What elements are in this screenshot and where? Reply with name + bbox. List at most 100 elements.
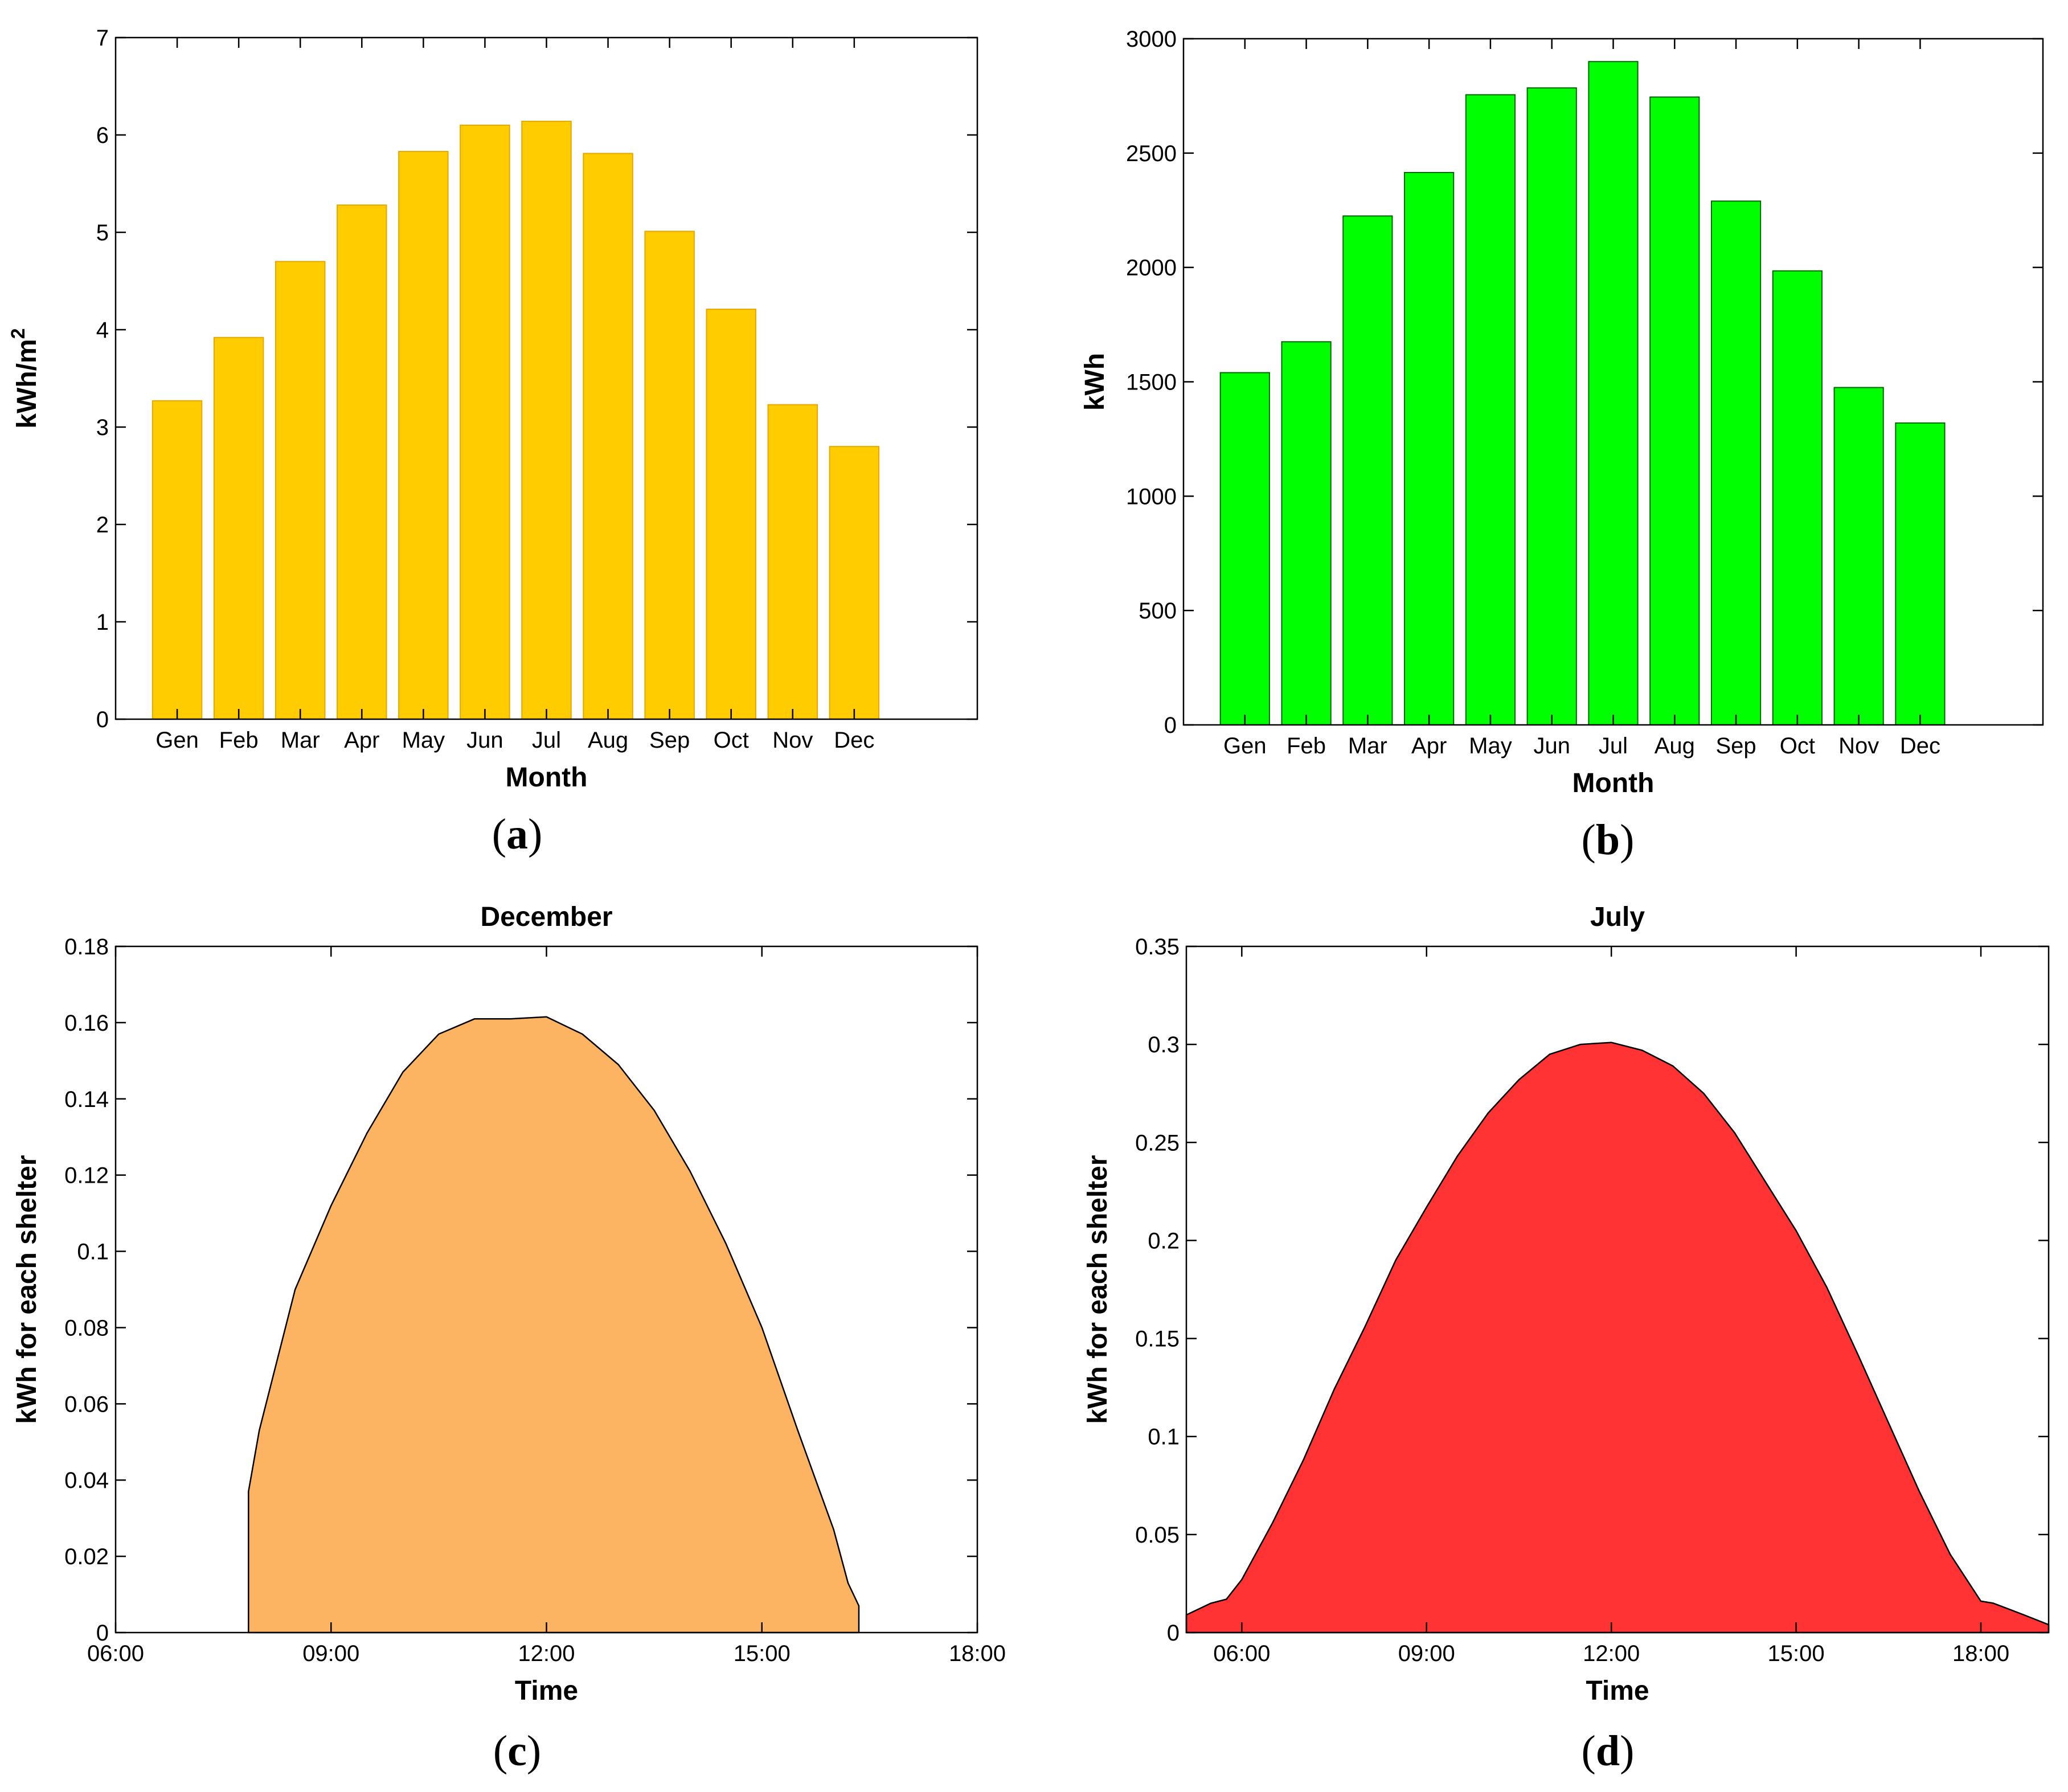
y-tick-label: 0 (1167, 1621, 1180, 1646)
y-tick-label: 0 (96, 1621, 109, 1646)
y-axis-title: kWh (1080, 353, 1110, 411)
x-tick-label: 06:00 (1213, 1641, 1270, 1666)
y-axis-title-superscript: 2 (7, 328, 29, 339)
y-tick-label: 6 (96, 123, 109, 148)
y-tick-label: 0.02 (64, 1544, 109, 1569)
bar-apr (1404, 171, 1455, 726)
x-tick-label: 09:00 (302, 1641, 359, 1666)
bar-feb (213, 337, 264, 720)
y-tick-label: 0.25 (1135, 1130, 1180, 1155)
x-axis-title: Time (515, 1676, 578, 1706)
panel-label: (b) (1582, 816, 1635, 864)
y-tick-label: 0 (96, 707, 109, 732)
panel-label-open-paren: ( (492, 810, 506, 858)
y-tick-label: 0.04 (64, 1468, 109, 1493)
panel-label-letter: d (1596, 1727, 1620, 1775)
x-tick-label: 15:00 (1768, 1641, 1825, 1666)
bar-sep (644, 231, 695, 720)
y-tick-label: 0.06 (64, 1392, 109, 1417)
x-tick-label: Oct (714, 728, 749, 753)
x-tick-label: Gen (1223, 733, 1267, 758)
panel-label-open-paren: ( (493, 1727, 507, 1775)
area-series (248, 1016, 860, 1634)
bar-sep (1710, 200, 1762, 725)
bar-may (398, 151, 449, 720)
y-axis-title-text: kWh for each shelter (12, 1155, 42, 1424)
panel-label-close-paren: ) (528, 810, 542, 858)
x-tick-label: May (1469, 733, 1512, 758)
y-tick-label: 7 (96, 26, 109, 51)
x-tick-label: 06:00 (87, 1641, 144, 1666)
x-tick-label: Jun (1533, 733, 1570, 758)
x-tick-label: Feb (219, 728, 259, 753)
y-axis-title: kWh for each shelter (12, 1155, 42, 1424)
y-tick-label: 0.14 (64, 1087, 109, 1112)
y-axis-title-text: kWh/m (12, 339, 42, 428)
bar-jun (460, 124, 510, 720)
y-tick-label: 1500 (1126, 370, 1177, 395)
x-tick-label: May (402, 728, 445, 753)
x-tick-label: Aug (588, 728, 628, 753)
panel-label-close-paren: ) (1620, 1727, 1634, 1775)
chart-panel-b: 0 500 1000 1500 2000 2500 3000 Gen Feb Mar Apr May J… (1080, 27, 2044, 864)
bar-aug (583, 153, 633, 720)
x-tick-label: Mar (1348, 733, 1387, 758)
y-tick-label: 2500 (1126, 141, 1177, 166)
panel-label: (d) (1582, 1727, 1635, 1775)
y-tick-label: 0.1 (1148, 1425, 1180, 1450)
bar-apr (337, 204, 387, 720)
bar-mar (275, 261, 326, 720)
y-tick-label: 0.08 (64, 1315, 109, 1340)
y-tick-label: 0.3 (1148, 1032, 1180, 1057)
y-axis-title-text: kWh for each shelter (1083, 1155, 1113, 1424)
x-tick-label: Dec (1900, 733, 1940, 758)
bar-oct (1772, 270, 1823, 726)
y-tick-label: 1 (96, 610, 109, 635)
x-tick-label: 15:00 (734, 1641, 791, 1666)
y-tick-label: 500 (1139, 598, 1177, 624)
plot-frame (1185, 945, 2050, 1634)
x-tick-label: 18:00 (1952, 1641, 2009, 1666)
bar-jul (521, 121, 572, 720)
y-tick-label: 5 (96, 220, 109, 245)
y-tick-label: 0.16 (64, 1011, 109, 1036)
bar-oct (706, 309, 756, 720)
panel-label-letter: b (1596, 816, 1620, 864)
y-tick-label: 0.2 (1148, 1228, 1180, 1253)
bar-jul (1588, 61, 1639, 726)
x-tick-label: Feb (1287, 733, 1326, 758)
x-axis-title: Month (506, 762, 588, 793)
panel-label-open-paren: ( (1582, 816, 1596, 864)
y-tick-label: 2 (96, 512, 109, 538)
panel-label-close-paren: ) (527, 1727, 541, 1775)
bar-feb (1281, 341, 1332, 725)
x-tick-label: 12:00 (1583, 1641, 1640, 1666)
x-tick-label: Mar (281, 728, 320, 753)
chart-panel-d: 0 0.05 0.1 0.15 0.2 0.25 0.3 0.35 06:00 09:00 12:0… (1083, 902, 2050, 1775)
y-tick-label: 0.15 (1135, 1327, 1180, 1352)
y-tick-label: 0.18 (64, 934, 109, 959)
x-tick-label: 12:00 (518, 1641, 575, 1666)
x-tick-label: 18:00 (949, 1641, 1006, 1666)
x-axis-title: Month (1573, 768, 1655, 798)
x-tick-label: Jun (466, 728, 503, 753)
bar-gen (151, 400, 203, 720)
y-axis-title-text: kWh (1080, 353, 1110, 411)
bar-may (1465, 94, 1516, 726)
bar-nov (1833, 387, 1884, 725)
bar-nov (767, 404, 818, 720)
y-tick-label: 3 (96, 415, 109, 440)
bar-jun (1526, 87, 1577, 726)
y-axis-title: kWh/m2 (7, 328, 42, 428)
y-tick-label: 0.05 (1135, 1523, 1180, 1548)
bar-gen (1219, 372, 1270, 725)
x-tick-label: Sep (649, 728, 690, 753)
x-tick-label: Apr (344, 728, 379, 753)
chart-panel-c: 0 0.02 0.04 0.06 0.08 0.1 0.12 0.14 0.16 0.18 06:0… (12, 902, 1006, 1775)
panel-label-open-paren: ( (1582, 1727, 1596, 1775)
x-tick-label: Oct (1780, 733, 1815, 758)
x-tick-label: Sep (1715, 733, 1756, 758)
chart-title: July (1590, 902, 1645, 932)
x-tick-label: Nov (772, 728, 813, 753)
